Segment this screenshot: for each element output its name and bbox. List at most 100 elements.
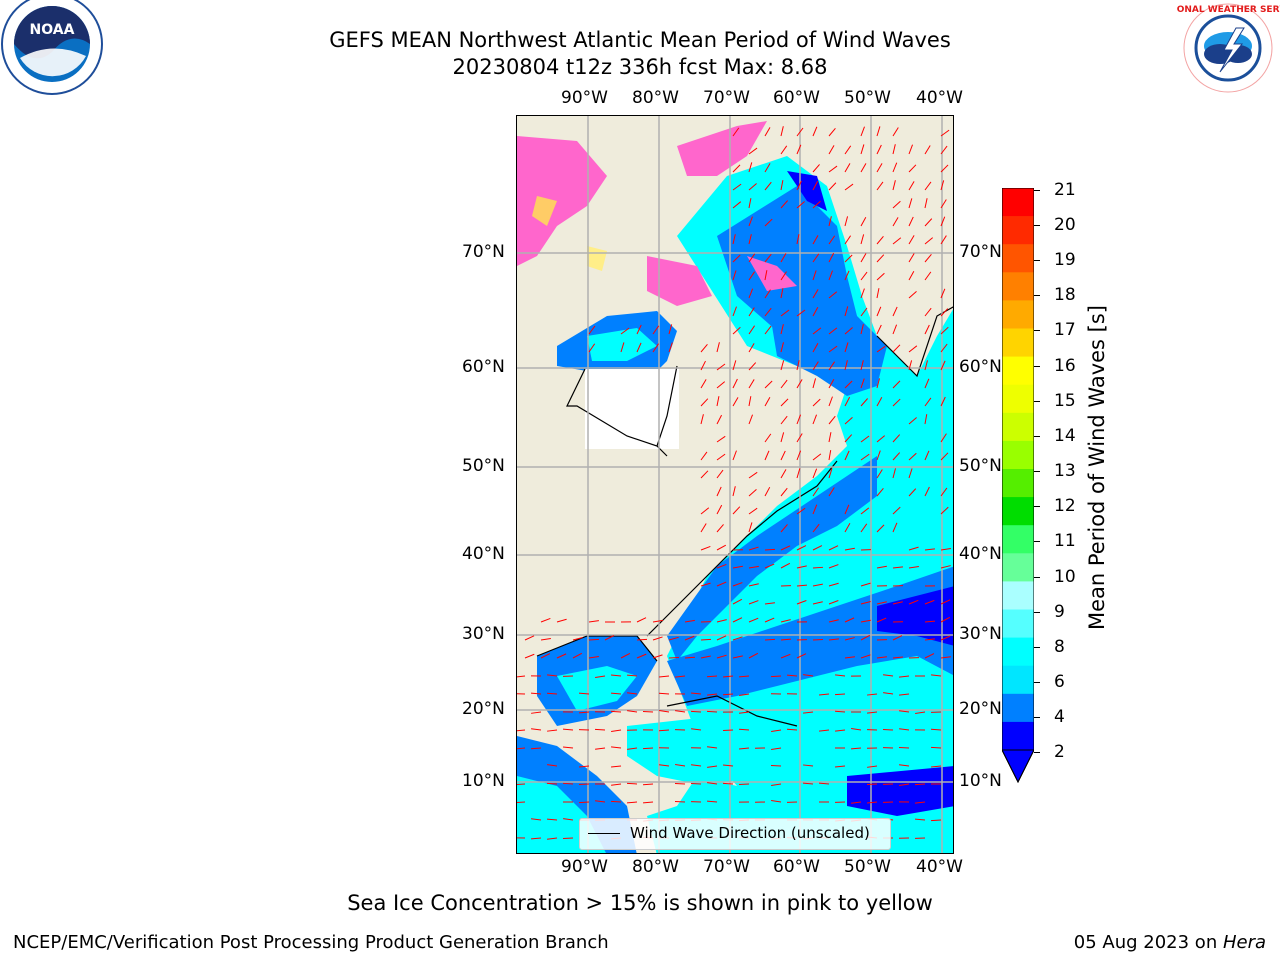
wave-direction-arrow: [771, 729, 782, 732]
coastlines: [536, 306, 953, 727]
wave-direction-arrow: [876, 450, 881, 461]
wave-direction-arrow: [892, 468, 897, 479]
wave-direction-arrow: [732, 486, 736, 497]
colorbar-segment: [1002, 300, 1034, 329]
wave-direction-arrow: [924, 378, 930, 389]
wave-direction-arrow: [524, 635, 535, 641]
wave-direction-arrow: [908, 271, 915, 281]
wave-direction-arrow: [940, 433, 947, 443]
lat-label-left: 20°N: [462, 699, 505, 719]
wave-direction-arrow: [764, 450, 770, 461]
wave-direction-arrow: [844, 270, 850, 281]
wave-direction-arrow: [732, 127, 740, 137]
colorbar: [1002, 188, 1034, 784]
wave-direction-arrow: [892, 601, 903, 605]
wave-direction-arrow: [780, 309, 790, 317]
wave-direction-arrow: [700, 507, 710, 515]
wave-direction-arrow: [812, 523, 820, 533]
wave-direction-arrow: [899, 675, 910, 678]
wave-direction-arrow: [828, 128, 836, 137]
wave-direction-arrow: [764, 433, 772, 443]
map-subtitle: 20230804 t12z 336h fcst Max: 8.68: [452, 55, 828, 79]
wave-direction-arrow: [700, 638, 712, 641]
colorbar-tick-mark: [1034, 401, 1040, 402]
wave-direction-arrow: [828, 165, 838, 173]
wave-direction-arrow: [562, 746, 574, 749]
wave-direction-arrow: [764, 270, 768, 281]
wind-wave-arrows: [517, 126, 951, 840]
wave-direction-arrow: [844, 434, 853, 443]
wave-direction-arrow: [866, 783, 878, 786]
wave-direction-arrow: [780, 126, 784, 137]
wave-direction-arrow: [892, 162, 898, 173]
wave-direction-arrow: [812, 487, 820, 497]
hudson-bay: [587, 328, 657, 361]
wave-direction-arrow: [780, 450, 786, 461]
wave-direction-arrow: [844, 360, 848, 371]
wave-direction-arrow: [867, 765, 878, 768]
unmasked-area: [585, 369, 679, 449]
wave-direction-arrow: [796, 180, 802, 191]
wave-direction-arrow: [690, 782, 702, 785]
wave-direction-arrow: [700, 398, 709, 407]
deep-patch: [877, 586, 953, 646]
colorbar-segment: [1002, 328, 1034, 358]
wave-direction-arrow: [851, 801, 862, 804]
wave-direction-arrow: [892, 434, 901, 443]
wave-direction-arrow: [610, 692, 622, 695]
wave-direction-arrow: [524, 653, 535, 659]
wave-direction-arrow: [540, 617, 551, 623]
wave-direction-arrow: [860, 654, 871, 659]
lat-label-right: 60°N: [959, 357, 1002, 377]
wave-direction-arrow: [803, 674, 814, 677]
colorbar-tick-mark: [1034, 260, 1040, 261]
wave-direction-arrow: [716, 635, 727, 641]
wave-direction-arrow: [876, 487, 884, 497]
colorbar-tick-mark: [1034, 577, 1040, 578]
wave-direction-arrow: [892, 452, 901, 461]
wave-direction-arrow: [700, 470, 709, 479]
wave-direction-arrow: [652, 654, 663, 659]
lon-label-bottom: 40°W: [916, 857, 963, 877]
wave-direction-arrow: [899, 783, 910, 786]
run-date: 05 Aug 2023 on Hera: [1074, 932, 1266, 953]
wave-direction-arrow: [716, 486, 722, 497]
colorbar-tick-label: 15: [1054, 391, 1076, 411]
wave-direction-arrow: [611, 729, 622, 732]
wave-direction-arrow: [700, 655, 711, 659]
wave-direction-arrow: [517, 747, 526, 750]
wave-direction-arrow: [770, 675, 782, 678]
wave-direction-arrow: [658, 692, 670, 695]
wave-direction-arrow: [892, 344, 901, 353]
wave-direction-arrow: [562, 728, 574, 731]
wave-direction-arrow: [748, 600, 759, 605]
wave-direction-arrow: [940, 396, 946, 407]
wave-direction-arrow: [892, 656, 904, 659]
wave-direction-arrow: [812, 566, 824, 569]
wave-direction-arrow: [914, 783, 926, 786]
wave-direction-arrow: [940, 656, 951, 659]
wave-direction-arrow: [748, 198, 752, 209]
wave-direction-arrow: [611, 746, 622, 749]
wave-direction-arrow: [844, 254, 853, 263]
lat-label-right: 70°N: [959, 242, 1002, 262]
run-date-text: 05 Aug 2023 on: [1073, 932, 1223, 953]
wave-direction-arrow: [876, 236, 884, 245]
colorbar-segment: [1002, 609, 1034, 639]
colorbar-tick-mark: [1034, 190, 1040, 191]
wave-direction-arrow: [796, 414, 802, 425]
wave-direction-arrow: [700, 360, 706, 371]
wave-direction-arrow: [786, 674, 798, 677]
lon-label-top: 80°W: [632, 88, 679, 108]
wave-direction-arrow: [803, 764, 814, 767]
wave-direction-arrow: [828, 619, 839, 623]
wave-direction-arrow: [940, 129, 950, 137]
wave-direction-arrow: [610, 800, 622, 803]
lon-label-bottom: 80°W: [632, 857, 679, 877]
wave-direction-arrow: [691, 764, 702, 767]
wave-direction-arrow: [547, 837, 558, 840]
wave-direction-arrow: [924, 237, 934, 245]
wave-direction-arrow: [828, 600, 839, 605]
wave-direction-arrow: [547, 674, 558, 677]
wave-direction-arrow: [860, 288, 865, 299]
